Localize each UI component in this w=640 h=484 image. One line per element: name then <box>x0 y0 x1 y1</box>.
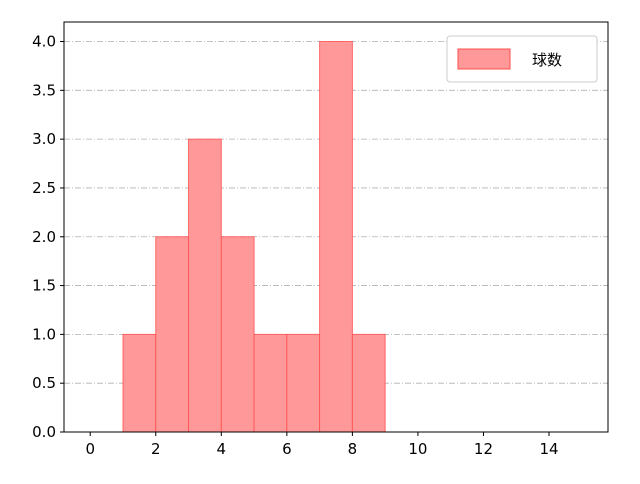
x-tick-label: 0 <box>85 440 95 458</box>
legend-swatch <box>457 48 511 70</box>
histogram-bar <box>155 236 190 433</box>
y-tick-label: 1.0 <box>32 325 56 343</box>
x-tick-label: 12 <box>474 440 493 458</box>
y-tick-label: 2.5 <box>32 179 56 197</box>
x-tick-label: 10 <box>408 440 427 458</box>
bars <box>122 41 386 433</box>
histogram-bar <box>122 333 157 433</box>
legend-frame <box>446 35 598 83</box>
histogram-bar <box>351 333 386 433</box>
y-tick-label: 3.0 <box>32 130 56 148</box>
x-tick-label: 8 <box>348 440 358 458</box>
x-tick-label: 2 <box>151 440 161 458</box>
y-tick-label: 3.5 <box>32 81 56 99</box>
histogram-bar <box>286 333 321 433</box>
histogram-bar <box>188 138 222 433</box>
histogram-bar <box>220 236 255 433</box>
x-axis: 0 2 4 6 8 10 12 14 <box>85 432 559 458</box>
y-axis: 0.0 0.5 1.0 1.5 2.0 2.5 3.0 3.5 4.0 <box>32 33 64 441</box>
histogram-bar <box>253 333 288 433</box>
x-tick-label: 14 <box>539 440 558 458</box>
y-tick-label: 0.0 <box>32 423 56 441</box>
y-tick-label: 4.0 <box>32 33 56 51</box>
y-tick-label: 0.5 <box>32 374 56 392</box>
legend: 球数 <box>446 35 598 83</box>
y-tick-label: 1.5 <box>32 277 56 295</box>
x-tick-label: 4 <box>217 440 227 458</box>
legend-label: 球数 <box>532 51 562 69</box>
histogram-bar <box>319 41 353 433</box>
x-tick-label: 6 <box>282 440 292 458</box>
plot-frame <box>63 21 609 433</box>
y-tick-label: 2.0 <box>32 228 56 246</box>
